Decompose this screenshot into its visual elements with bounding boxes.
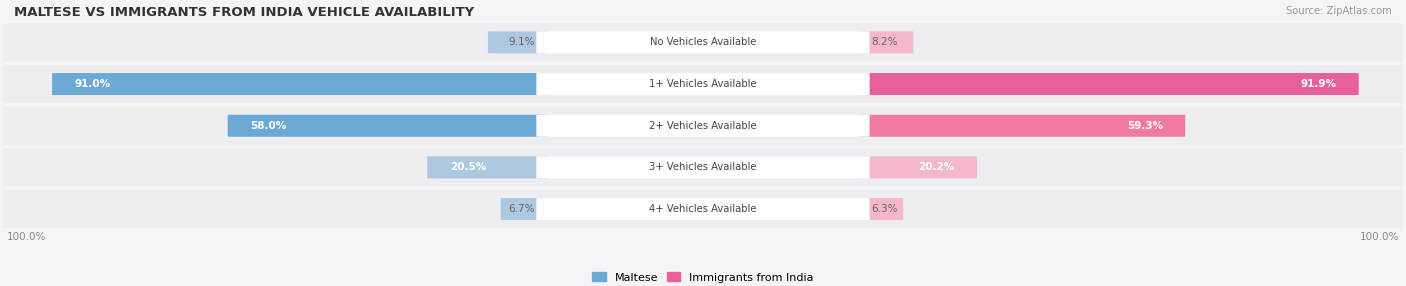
FancyBboxPatch shape (0, 23, 1406, 61)
FancyBboxPatch shape (536, 31, 870, 53)
FancyBboxPatch shape (536, 115, 870, 137)
Text: 2+ Vehicles Available: 2+ Vehicles Available (650, 121, 756, 131)
Text: 3+ Vehicles Available: 3+ Vehicles Available (650, 162, 756, 172)
FancyBboxPatch shape (859, 156, 977, 178)
FancyBboxPatch shape (52, 73, 547, 95)
Text: 6.7%: 6.7% (509, 204, 534, 214)
Text: MALTESE VS IMMIGRANTS FROM INDIA VEHICLE AVAILABILITY: MALTESE VS IMMIGRANTS FROM INDIA VEHICLE… (14, 6, 474, 19)
FancyBboxPatch shape (0, 107, 1406, 145)
Text: 9.1%: 9.1% (509, 37, 534, 47)
Text: Source: ZipAtlas.com: Source: ZipAtlas.com (1286, 6, 1392, 16)
Text: 91.0%: 91.0% (75, 79, 111, 89)
FancyBboxPatch shape (536, 156, 870, 178)
FancyBboxPatch shape (0, 190, 1406, 228)
Text: 8.2%: 8.2% (872, 37, 897, 47)
Legend: Maltese, Immigrants from India: Maltese, Immigrants from India (588, 268, 818, 286)
FancyBboxPatch shape (859, 115, 1185, 137)
Text: 58.0%: 58.0% (250, 121, 287, 131)
FancyBboxPatch shape (859, 198, 903, 220)
Text: 20.5%: 20.5% (450, 162, 486, 172)
FancyBboxPatch shape (228, 115, 547, 137)
FancyBboxPatch shape (501, 198, 547, 220)
FancyBboxPatch shape (859, 31, 914, 53)
FancyBboxPatch shape (859, 73, 1358, 95)
FancyBboxPatch shape (0, 65, 1406, 103)
Text: No Vehicles Available: No Vehicles Available (650, 37, 756, 47)
FancyBboxPatch shape (536, 198, 870, 220)
Text: 91.9%: 91.9% (1301, 79, 1336, 89)
Text: 6.3%: 6.3% (872, 204, 897, 214)
Text: 59.3%: 59.3% (1126, 121, 1163, 131)
Text: 20.2%: 20.2% (918, 162, 955, 172)
FancyBboxPatch shape (427, 156, 547, 178)
FancyBboxPatch shape (0, 148, 1406, 186)
Text: 100.0%: 100.0% (1360, 233, 1399, 243)
Text: 4+ Vehicles Available: 4+ Vehicles Available (650, 204, 756, 214)
FancyBboxPatch shape (488, 31, 547, 53)
Text: 1+ Vehicles Available: 1+ Vehicles Available (650, 79, 756, 89)
Text: 100.0%: 100.0% (7, 233, 46, 243)
FancyBboxPatch shape (536, 73, 870, 95)
